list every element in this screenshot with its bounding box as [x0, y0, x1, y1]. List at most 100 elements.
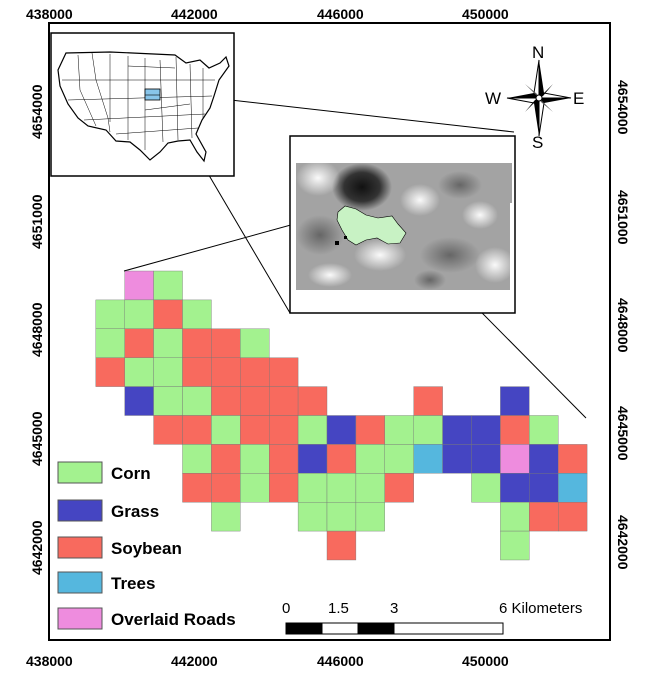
grid-cell-soybean [240, 386, 270, 416]
grid-cell-roads [500, 444, 530, 474]
grid-cell-trees [558, 473, 588, 503]
grid-cell-grass [500, 386, 530, 416]
grid-cell-soybean [211, 328, 241, 358]
x-tick-bottom-0: 438000 [26, 653, 73, 669]
grid-cell-corn [326, 473, 357, 503]
outlet-marker [344, 236, 347, 239]
grid-cell-soybean [529, 502, 559, 532]
legend-label-grass: Grass [111, 502, 159, 521]
grid-cell-soybean [211, 473, 241, 503]
grid-cell-corn [153, 328, 183, 358]
grid-cell-grass [471, 415, 501, 445]
grid-cell-grass [124, 386, 154, 416]
legend-label-trees: Trees [111, 574, 155, 593]
grid-cell-corn [211, 502, 241, 532]
grid-cell-grass [442, 415, 472, 445]
grid-cell-roads [124, 270, 154, 301]
grid-cell-corn [326, 502, 357, 532]
iowa-highlight [144, 88, 161, 101]
compass-west-label: W [485, 89, 501, 108]
y-tick-right-0: 4654000 [615, 80, 631, 135]
grid-cell-corn [297, 473, 328, 503]
legend-label-soybean: Soybean [111, 539, 182, 558]
grid-cell-grass [326, 415, 357, 445]
y-tick-right-2: 4648000 [615, 298, 631, 353]
grid-cell-corn [355, 473, 385, 503]
grid-cell-soybean [500, 415, 530, 445]
grid-cell-corn [153, 386, 183, 416]
scale-label-0: 0 [282, 600, 290, 617]
grid-cell-corn [124, 357, 154, 387]
x-tick-top-0: 438000 [26, 6, 73, 22]
grid-cell-soybean [182, 328, 212, 358]
grid-cell-corn [95, 299, 125, 329]
grid-cell-soybean [269, 357, 299, 387]
legend-label-roads: Overlaid Roads [111, 610, 236, 629]
y-tick-right-1: 4651000 [615, 190, 631, 245]
grid-cell-corn [153, 270, 183, 301]
grid-cell-soybean [269, 444, 299, 474]
compass-east-label: E [573, 89, 584, 108]
grid-cell-corn [529, 415, 559, 445]
grid-cell-soybean [413, 386, 443, 416]
grid-cell-corn [355, 502, 385, 532]
state-borders [62, 52, 215, 150]
y-tick-left-3: 4645000 [29, 411, 45, 466]
y-tick-left-2: 4648000 [29, 302, 45, 357]
grid-cell-soybean [124, 328, 154, 358]
grid-cell-soybean [240, 357, 270, 387]
x-tick-top-2: 446000 [317, 6, 364, 22]
grid-cell-corn [355, 444, 385, 474]
grid-cell-corn [297, 415, 328, 445]
grid-cell-soybean [182, 357, 212, 387]
grid-cell-corn [95, 328, 125, 358]
land-use-grid [95, 270, 588, 561]
grid-cell-corn [471, 473, 501, 503]
grid-cell-corn [384, 415, 414, 445]
grid-cell-soybean [182, 473, 212, 503]
elevation-raster [296, 163, 512, 290]
scale-label-1: 1.5 [328, 600, 349, 617]
x-tick-top-1: 442000 [171, 6, 218, 22]
legend-swatch-trees [57, 571, 103, 594]
grid-cell-soybean [297, 386, 328, 416]
grid-cell-soybean [355, 415, 385, 445]
grid-cell-grass [500, 473, 530, 503]
outlet-marker [335, 241, 339, 245]
grid-cell-grass [529, 444, 559, 474]
usa-inset-map [50, 32, 235, 177]
grid-cell-soybean [269, 415, 299, 445]
grid-cell-corn [240, 473, 270, 503]
grid-cell-grass [529, 473, 559, 503]
grid-cell-soybean [269, 386, 299, 416]
grid-cell-corn [153, 357, 183, 387]
grid-cell-corn [413, 415, 443, 445]
scale-bar: 0 1.5 3 6 Kilometers [282, 600, 582, 635]
y-tick-left-0: 4654000 [29, 84, 45, 139]
usa-outline [57, 51, 230, 163]
grid-cell-soybean [326, 530, 357, 561]
compass-south-label: S [532, 133, 543, 152]
grid-cell-corn [500, 530, 530, 561]
grid-cell-corn [240, 444, 270, 474]
grid-cell-soybean [95, 357, 125, 387]
legend-swatch-soybean [57, 536, 103, 559]
grid-cell-corn [500, 502, 530, 532]
grid-cell-soybean [211, 444, 241, 474]
y-tick-left-1: 4651000 [29, 194, 45, 249]
legend: Corn Grass Soybean Trees Overlaid Roads [57, 461, 236, 630]
grid-cell-soybean [182, 415, 212, 445]
grid-cell-grass [442, 444, 472, 474]
grid-cell-soybean [326, 444, 357, 474]
axis-ticks: 438000 442000 446000 450000 438000 44200… [26, 6, 631, 669]
y-tick-right-4: 4642000 [615, 515, 631, 570]
grid-cell-corn [182, 444, 212, 474]
grid-cell-trees [413, 444, 443, 474]
legend-label-corn: Corn [111, 464, 151, 483]
x-tick-top-3: 450000 [462, 6, 509, 22]
x-tick-bottom-2: 446000 [317, 653, 364, 669]
grid-cell-soybean [558, 502, 588, 532]
grid-cell-corn [384, 444, 414, 474]
y-tick-right-3: 4645000 [615, 406, 631, 461]
